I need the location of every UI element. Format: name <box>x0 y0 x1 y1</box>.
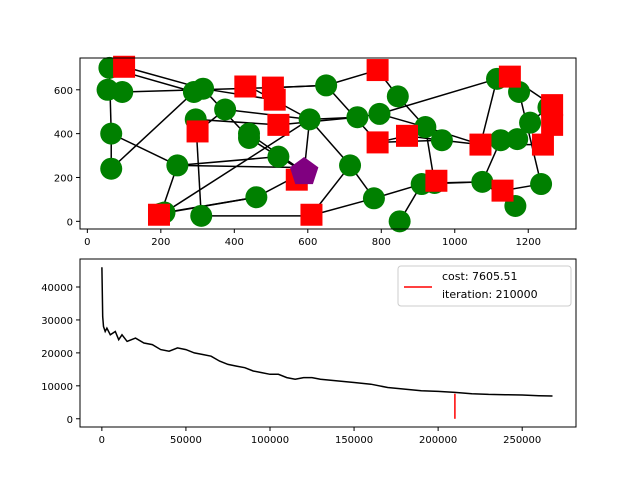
red-square-marker <box>366 131 389 154</box>
y-tick-label: 30000 <box>41 316 73 327</box>
x-tick-label: 400 <box>225 237 244 248</box>
y-tick-label: 40000 <box>41 283 73 294</box>
green-node-marker <box>100 122 123 145</box>
green-node-marker <box>506 128 529 151</box>
green-node-marker <box>414 116 437 139</box>
red-square-marker <box>300 203 323 226</box>
y-tick-label: 0 <box>67 217 73 228</box>
x-tick-label: 0 <box>99 435 105 446</box>
green-node-marker <box>519 111 542 134</box>
graph-edge <box>177 155 279 167</box>
red-square-marker <box>541 113 564 136</box>
green-node-marker <box>298 108 321 131</box>
green-node-marker <box>530 173 553 196</box>
cost-lines <box>101 267 553 419</box>
green-node-marker <box>388 210 411 233</box>
purple-pentagon-marker <box>289 157 319 185</box>
y-tick-label: 0 <box>67 415 73 426</box>
x-tick-label: 800 <box>372 237 391 248</box>
green-node-marker <box>238 127 261 150</box>
x-tick-label: 1200 <box>516 237 541 248</box>
green-node-marker <box>339 154 362 177</box>
green-node-marker <box>190 204 213 227</box>
red-square-marker <box>267 113 290 136</box>
y-tick-label: 400 <box>54 130 73 141</box>
green-node-marker <box>166 154 189 177</box>
graph-x-ticks: 0 200 400 600 800 1000 1200 <box>84 229 541 248</box>
x-tick-label: 150000 <box>335 435 373 446</box>
green-node-marker <box>386 85 409 108</box>
red-square-marker <box>366 59 389 82</box>
red-square-marker <box>541 94 564 117</box>
cost-x-ticks: 0 50000 100000 150000 200000 250000 <box>99 427 541 446</box>
green-node-marker <box>430 129 453 152</box>
graph-edge <box>195 118 279 126</box>
x-tick-label: 50000 <box>170 435 202 446</box>
graph-map-axes: 0 200 400 600 800 1000 1200 0 200 400 600 <box>54 55 577 248</box>
y-tick-label: 10000 <box>41 382 73 393</box>
graph-edge <box>518 91 542 185</box>
red-square-marker <box>113 55 136 78</box>
cost-axes-frame <box>79 258 577 428</box>
red-square-marker <box>263 88 286 111</box>
red-square-marker <box>531 133 554 156</box>
green-node-marker <box>489 129 512 152</box>
x-tick-label: 600 <box>298 237 317 248</box>
graph-edge <box>110 132 178 167</box>
y-tick-label: 200 <box>54 173 73 184</box>
red-square-marker <box>395 124 418 147</box>
green-node-marker <box>346 106 369 129</box>
graph-axes-frame <box>79 57 577 230</box>
graph-edge <box>225 108 310 121</box>
red-square-marker <box>186 120 209 143</box>
graph-edge <box>160 196 257 215</box>
green-node-marker <box>471 170 494 193</box>
green-node-marker <box>267 145 290 168</box>
x-tick-label: 0 <box>84 237 90 248</box>
green-node-marker <box>245 186 268 209</box>
green-node-marker <box>111 80 134 103</box>
legend: cost: 7605.51 iteration: 210000 <box>397 265 572 307</box>
legend-box <box>397 265 572 307</box>
graph-nodes <box>96 55 564 233</box>
x-tick-label: 250000 <box>503 435 541 446</box>
red-square-marker <box>469 133 492 156</box>
green-node-marker <box>362 187 385 210</box>
green-node-marker <box>192 77 215 100</box>
green-node-marker <box>100 157 123 180</box>
y-tick-label: 600 <box>54 86 73 97</box>
red-square-marker <box>498 65 521 88</box>
x-tick-label: 200 <box>151 237 170 248</box>
legend-iteration-label: iteration: 210000 <box>442 288 538 301</box>
red-square-marker <box>425 169 448 192</box>
x-tick-label: 1000 <box>442 237 467 248</box>
red-square-marker <box>147 203 170 226</box>
x-tick-label: 100000 <box>251 435 289 446</box>
red-square-marker <box>234 75 257 98</box>
green-node-marker <box>368 102 391 125</box>
graph-edge <box>379 78 498 115</box>
graph-edge <box>110 91 195 170</box>
x-tick-label: 200000 <box>419 435 457 446</box>
graph-y-ticks: 0 200 400 600 <box>54 86 80 228</box>
red-square-marker <box>491 179 514 202</box>
green-node-marker <box>315 74 338 97</box>
cost-y-ticks: 0 10000 20000 30000 40000 <box>41 283 80 426</box>
cost-series-line <box>101 267 553 397</box>
legend-cost-label: cost: 7605.51 <box>442 270 518 283</box>
y-tick-label: 20000 <box>41 349 73 360</box>
cost-history-axes: 0 50000 100000 150000 200000 250000 0 10000 200… <box>41 258 577 446</box>
green-node-marker <box>214 98 237 121</box>
